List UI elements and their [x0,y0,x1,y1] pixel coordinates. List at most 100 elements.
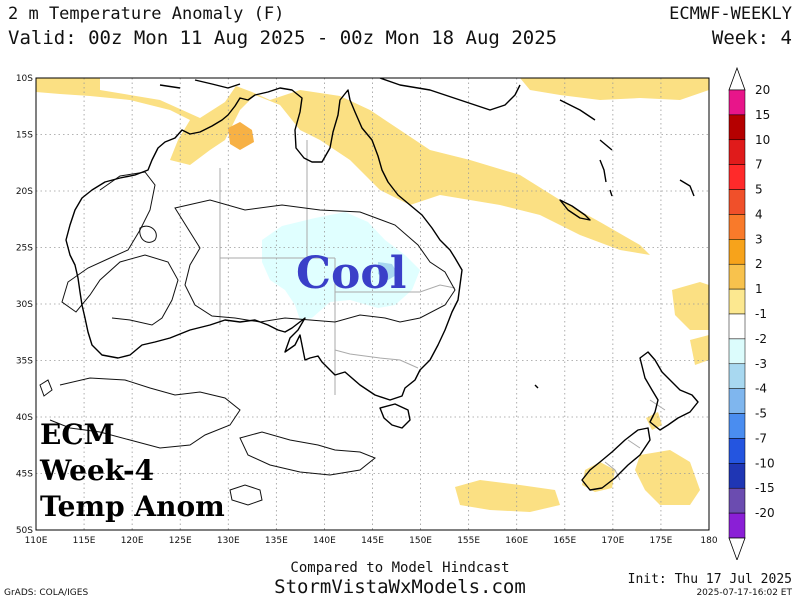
map-border [35,77,710,531]
colorbar-label: 15 [755,108,770,122]
coast-png [379,78,521,111]
init-time: Init: Thu 17 Jul 2025 [627,572,792,587]
border-qld-nsw [335,284,456,293]
coast-fiji [679,179,695,197]
contour-south-central [239,431,376,476]
colorbar-swatch [728,313,746,340]
colorbar-label: -1 [755,307,767,321]
colorbar-label: 2 [755,257,763,271]
colorbar-label: -7 [755,431,767,445]
colorbar: 20 15 10 7 5 4 3 2 1 -1 -2 -3 -4 -5 -7 -10 -15 -20 [728,66,775,560]
colorbar-label: -5 [755,407,767,421]
cool-annotation: Cool [296,248,406,299]
contour-central [174,199,456,323]
lat-tick-label: 45S [16,470,33,480]
longitude-labels: 110E 115E 120E 125E 130E 135E 140E 145E 150E 155E… [25,536,718,546]
lon-tick-label: 165E [553,536,576,546]
coast-vanuatu [599,159,613,197]
warm-area-south-central [455,480,560,512]
contour-west-australia [61,171,179,326]
colorbar-swatch [728,214,746,240]
overlay-line-2: Week-4 [39,454,154,487]
colorbar-swatch [728,487,746,514]
coast-new-zealand-north [639,351,699,431]
coast-new-caledonia [559,199,591,221]
lon-tick-label: 170E [601,536,624,546]
overlay-line-1: ECM [40,418,115,451]
overlay-line-3: Temp Anom [40,490,225,523]
colorbar-swatch [728,338,746,365]
lat-tick-label: 25S [16,244,33,254]
border-nsw-vic [334,349,419,369]
lat-tick-label: 20S [16,187,33,197]
colorbar-label: -4 [755,382,767,396]
colorbar-label: -3 [755,357,767,371]
lat-tick-label: 15S [16,131,33,141]
cool-anomaly-area [262,212,420,320]
border-nz-regions [604,399,666,481]
contour-loop-nw [139,225,157,243]
colorbar-swatch [728,438,746,464]
site-name: StormVistaWxModels.com [274,576,526,598]
lat-tick-label: 30S [16,300,33,310]
valid-period: Valid: 00z Mon 11 Aug 2025 - 00z Mon 18 … [8,27,558,49]
colorbar-label: -10 [755,456,775,470]
lon-tick-label: 140E [313,536,336,546]
colorbar-swatch [728,139,746,165]
lon-tick-label: 130E [217,536,240,546]
map-title: 2 m Temperature Anomaly (F) [8,4,285,24]
warm-area-topright [520,78,709,100]
colorbar-label: -20 [755,506,775,520]
contour-south-small [229,484,263,506]
colorbar-label: -15 [755,481,775,495]
colorbar-swatch [728,239,746,265]
lat-tick-label: 35S [16,357,33,367]
colorbar-label: -2 [755,332,767,346]
lon-tick-label: 120E [121,536,144,546]
colorbar-arrow-top [728,66,746,91]
latitude-labels: 10S 15S 20S 25S 30S 35S 40S 45S 50S [16,74,33,536]
contour-southern-ocean [49,377,241,449]
coast-tasmania [379,403,411,429]
lat-tick-label: 40S [16,413,33,423]
warm-area-north [36,78,650,255]
coast-solomon [559,99,613,151]
lon-tick-label: 110E [25,536,48,546]
colorbar-label: 10 [755,133,770,147]
lon-tick-label: 180 [700,536,717,546]
colorbar-swatch [728,288,746,315]
colorbar-swatch [728,363,746,389]
overlay-label: ECM Week-4 Temp Anom [39,418,225,523]
cool-anomaly-core [378,262,398,280]
colorbar-swatch [728,388,746,414]
colorbar-label: 5 [755,183,763,197]
hindcast-note: Compared to Model Hindcast [290,560,510,576]
lat-tick-label: 10S [16,74,33,84]
lon-tick-label: 135E [265,536,288,546]
timestamp: 2025-07-17-16:02 ET [696,588,792,598]
colorbar-swatch [728,463,746,489]
warm-area-southeast [635,450,700,505]
anomaly-map: 110E 115E 120E 125E 130E 135E 140E 145E 150E 155E… [16,66,775,560]
warm-anomaly-core [228,122,254,150]
lon-tick-label: 115E [73,536,96,546]
warm-anomaly-areas [36,78,709,512]
coast-australia [65,87,463,401]
colorbar-swatch [728,263,746,290]
lon-tick-label: 145E [361,536,384,546]
model-name: ECMWF-WEEKLY [669,4,792,24]
colorbar-swatch [728,512,746,539]
lon-tick-label: 155E [457,536,480,546]
week-label: Week: 4 [711,27,792,49]
contour-west-small [39,379,53,397]
colorbar-label: 4 [755,207,763,221]
warm-area-nz-east [690,335,709,365]
map-grid [36,78,709,530]
grads-credit: GrADS: COLA/IGES [4,588,89,598]
colorbar-label: 1 [755,282,763,296]
warm-area-east-tasman [672,282,709,330]
lon-tick-label: 175E [649,536,672,546]
colorbar-swatch [728,189,746,215]
coastlines [65,78,699,491]
colorbar-label: 3 [755,232,763,246]
